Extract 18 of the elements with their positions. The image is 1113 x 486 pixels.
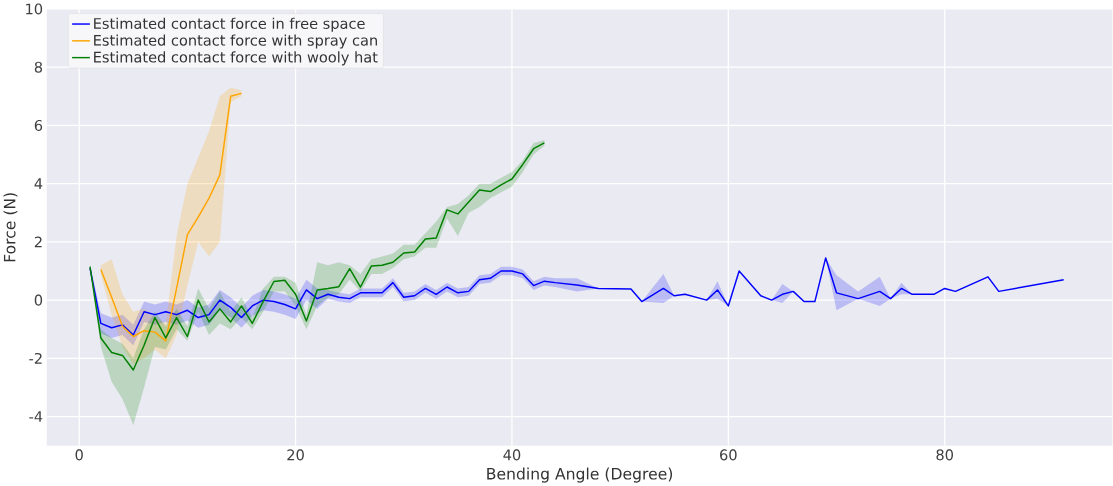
y-tick-label: 6 [34,119,43,131]
x-tick-label: 80 [936,449,953,461]
legend-label: Estimated contact force in free space [94,17,365,32]
y-tick-label: 10 [26,3,43,15]
y-tick-label: -4 [29,411,43,422]
x-tick-label: 20 [287,449,304,461]
x-tick-label: 60 [720,449,737,461]
legend-label: Estimated contact force with wooly hat [94,51,378,66]
y-tick-label: 4 [34,178,43,189]
legend-label: Estimated contact force with spray can [94,34,377,49]
y-tick-label: 0 [34,294,43,306]
x-tick-label: 0 [75,449,83,461]
x-axis-title: Bending Angle (Degree) [487,467,673,483]
y-tick-label: -2 [29,352,42,364]
x-tick-label: 40 [503,449,521,461]
y-tick-label: 8 [34,61,43,73]
y-tick-label: 2 [34,236,42,248]
y-axis-title: Force (N) [3,193,18,262]
